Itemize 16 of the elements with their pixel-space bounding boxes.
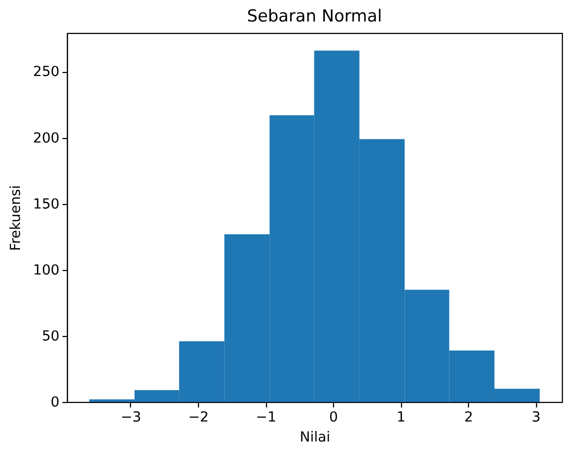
x-tick-label: 2: [464, 410, 474, 426]
chart-title: Sebaran Normal: [246, 5, 382, 26]
x-tick-label: 3: [532, 410, 541, 426]
x-tick-label: −3: [120, 410, 142, 426]
y-axis-title: Frekuensi: [8, 185, 24, 251]
y-tick-label: 50: [42, 328, 60, 344]
x-tick-label: 0: [329, 410, 338, 426]
y-tick-label: 150: [32, 196, 60, 212]
x-axis-title: Nilai: [300, 429, 330, 446]
x-tick-label: −1: [256, 410, 276, 426]
x-tick-label: −2: [188, 410, 209, 426]
x-tick-label: 1: [396, 410, 406, 426]
y-tick-label: 100: [32, 262, 60, 278]
y-tick-label: 0: [50, 394, 60, 410]
y-tick-label: 200: [32, 130, 60, 146]
y-tick-label: 250: [32, 64, 60, 80]
